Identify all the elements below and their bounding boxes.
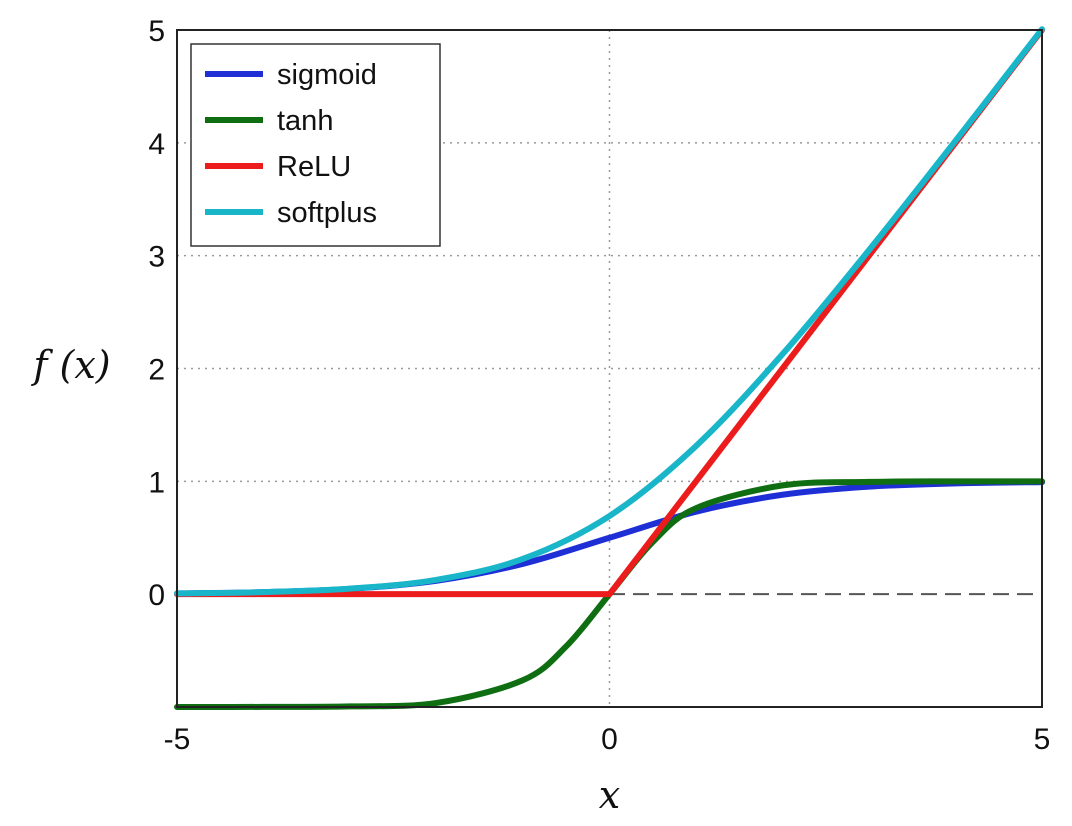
x-axis-label: x — [599, 773, 620, 817]
legend: sigmoid tanh ReLU softplus — [190, 43, 441, 247]
y-tick-label: 2 — [148, 354, 165, 387]
y-tick-label: 1 — [148, 466, 165, 499]
y-tick-label: 0 — [148, 579, 165, 612]
y-tick-labels: 0 1 2 3 4 5 — [148, 15, 165, 612]
y-tick-label: 4 — [148, 128, 165, 161]
legend-label-tanh: tanh — [277, 105, 333, 137]
y-tick-label: 3 — [148, 241, 165, 274]
y-tick-label: 5 — [148, 15, 165, 48]
plot-frame — [176, 29, 1043, 708]
y-axis-label: f (x) — [30, 343, 110, 387]
x-tick-label: -5 — [164, 723, 191, 756]
series-line-softplus — [174, 26, 1045, 597]
legend-label-softplus: softplus — [277, 197, 377, 229]
x-tick-labels: -5 0 5 — [164, 723, 1051, 756]
legend-label-relu: ReLU — [277, 151, 351, 183]
legend-label-sigmoid: sigmoid — [277, 59, 377, 91]
x-tick-label: 0 — [601, 723, 618, 756]
x-tick-label: 5 — [1034, 723, 1051, 756]
